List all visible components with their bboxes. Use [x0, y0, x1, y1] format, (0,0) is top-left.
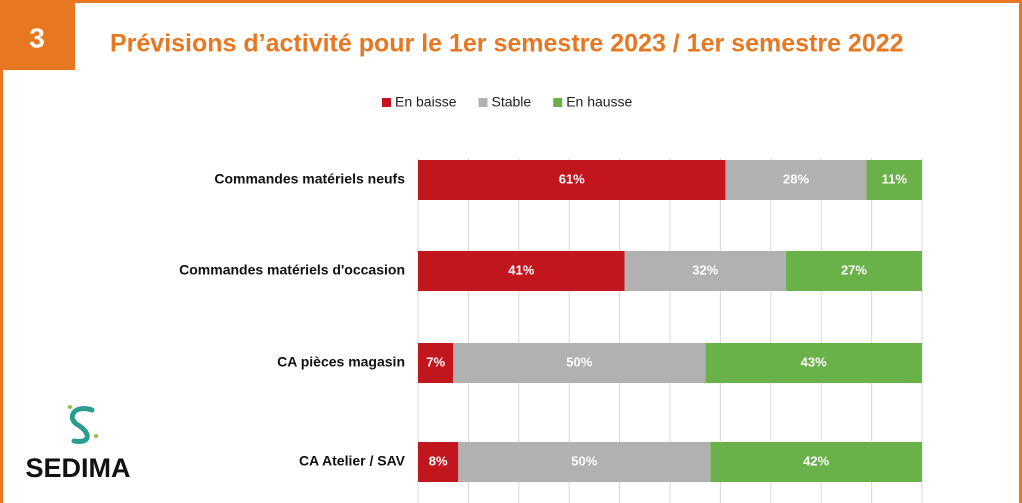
bar [624, 251, 786, 291]
value-label: 43% [801, 354, 827, 369]
y-tick-label: CA pièces magasin [277, 354, 405, 370]
y-tick-label: CA Atelier / SAV [299, 453, 406, 469]
value-label: 41% [508, 262, 534, 277]
bar [705, 343, 922, 383]
legend-label: En baisse [395, 94, 457, 110]
legend-label: En hausse [566, 94, 632, 110]
section-badge [0, 0, 75, 70]
bar [866, 160, 922, 200]
value-label: 42% [803, 453, 829, 468]
value-label: 7% [426, 354, 445, 369]
legend-label: Stable [491, 94, 531, 110]
legend-swatch [478, 98, 488, 107]
bar [418, 442, 459, 482]
value-label: 8% [429, 453, 448, 468]
value-label: 61% [559, 171, 585, 186]
logo-icon [68, 405, 98, 444]
bar [418, 251, 625, 291]
logo-text: SEDIMA [25, 453, 130, 483]
y-tick-label: Commandes matériels neufs [214, 171, 405, 187]
legend-swatch [553, 98, 563, 107]
y-tick-label: Commandes matériels d'occasion [179, 262, 405, 278]
bar [458, 442, 711, 482]
section-number: 3 [29, 22, 45, 53]
value-label: 27% [841, 262, 867, 277]
value-label: 50% [566, 354, 592, 369]
value-label: 28% [783, 171, 809, 186]
bar [725, 160, 867, 200]
value-label: 32% [692, 262, 718, 277]
value-label: 11% [882, 171, 908, 186]
legend-swatch [382, 98, 391, 107]
bar [418, 343, 454, 383]
bar [710, 442, 922, 482]
bar [785, 251, 922, 291]
bar [418, 160, 726, 200]
value-label: 50% [571, 453, 597, 468]
bar [453, 343, 706, 383]
chart-title: Prévisions d’activité pour le 1er semest… [110, 30, 904, 58]
